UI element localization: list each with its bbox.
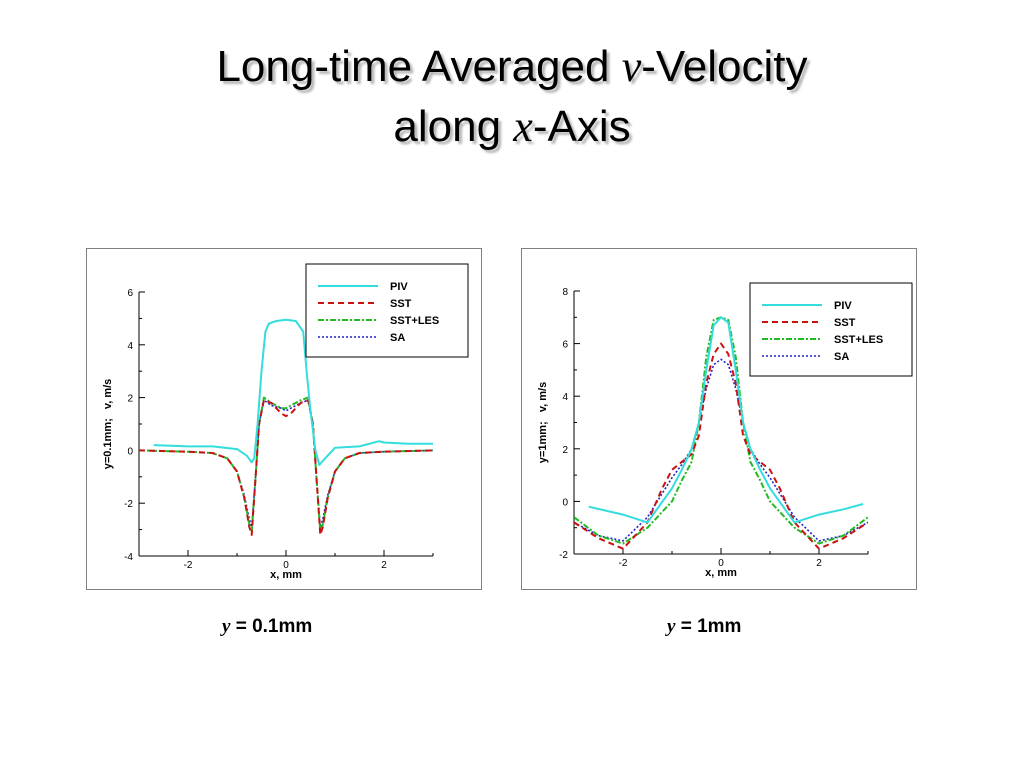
title-variable: v [621, 42, 642, 91]
title-text: along [393, 102, 514, 151]
y-tick-label: 0 [562, 497, 568, 508]
caption-text: = 1mm [675, 616, 742, 637]
caption-variable: y [667, 616, 676, 637]
x-tick-label: 0 [283, 560, 289, 571]
caption-text: = 0.1mm [230, 616, 313, 637]
y-axis-label: y=1mm; v, m/s [537, 382, 549, 463]
y-tick-label: 4 [127, 341, 133, 352]
chart-left: -4 -2 0 2 4 6 -2 0 2 x, mm y=0.1mm; v, m/s PIV SST SS… [102, 263, 469, 581]
y-axis-label: y=0.1mm; v, m/s [102, 379, 114, 470]
x-tick-label: 2 [381, 560, 387, 571]
series-line-piv [153, 318, 433, 466]
caption-variable: y [222, 616, 231, 637]
slide-title-line-2: along x-Axis [0, 102, 1024, 152]
series-line-sst [139, 399, 433, 536]
x-axis-label: x, mm [705, 567, 737, 579]
y-tick-label: 0 [127, 446, 133, 457]
title-text: -Axis [532, 102, 631, 151]
y-tick-label: 6 [127, 288, 133, 299]
legend-label: SST+LES [834, 334, 883, 346]
y-tick-label: 8 [562, 287, 568, 298]
title-variable: x [513, 102, 533, 151]
x-tick-label: 0 [718, 558, 724, 569]
legend-label: SA [834, 351, 849, 363]
x-tick-label: -2 [184, 560, 193, 571]
y-tick-label: -2 [559, 550, 568, 561]
chart-right: -2 0 2 4 6 8 -2 0 2 x, mm y=1mm; v, m/s PIV SST SST+L… [537, 282, 913, 579]
legend-label: PIV [834, 300, 852, 312]
x-axis-label: x, mm [270, 569, 302, 581]
series-line-sst-les [139, 396, 433, 534]
slide-title-line-1: Long-time Averaged v-Velocity [0, 42, 1024, 92]
y-tick-label: 2 [562, 445, 568, 456]
legend-box [749, 282, 913, 377]
legend-label: SST [834, 317, 856, 329]
x-tick-label: -2 [619, 558, 628, 569]
y-tick-label: -2 [124, 499, 133, 510]
caption-left: y = 0.1mm [222, 616, 312, 638]
title-text: -Velocity [641, 42, 808, 91]
series-line-sa [139, 399, 433, 528]
chart-panel-right: -2 0 2 4 6 8 -2 0 2 x, mm y=1mm; v, m/s PIV SST SST+L… [521, 248, 917, 590]
chart-panel-left: -4 -2 0 2 4 6 -2 0 2 x, mm y=0.1mm; v, m/s PIV SST SS… [86, 248, 482, 590]
legend-label: SST+LES [390, 315, 439, 327]
series-line-sst [574, 342, 868, 550]
legend-box [305, 263, 469, 358]
legend-label: PIV [390, 281, 408, 293]
y-tick-label: 6 [562, 340, 568, 351]
title-text: Long-time Averaged [216, 42, 622, 91]
legend-label: SST [390, 298, 412, 310]
x-tick-label: 2 [816, 558, 822, 569]
y-tick-label: 2 [127, 394, 133, 405]
legend-label: SA [390, 332, 405, 344]
caption-right: y = 1mm [667, 616, 741, 638]
y-tick-label: 4 [562, 392, 568, 403]
series-line-piv [588, 316, 864, 524]
y-tick-label: -4 [124, 552, 133, 563]
